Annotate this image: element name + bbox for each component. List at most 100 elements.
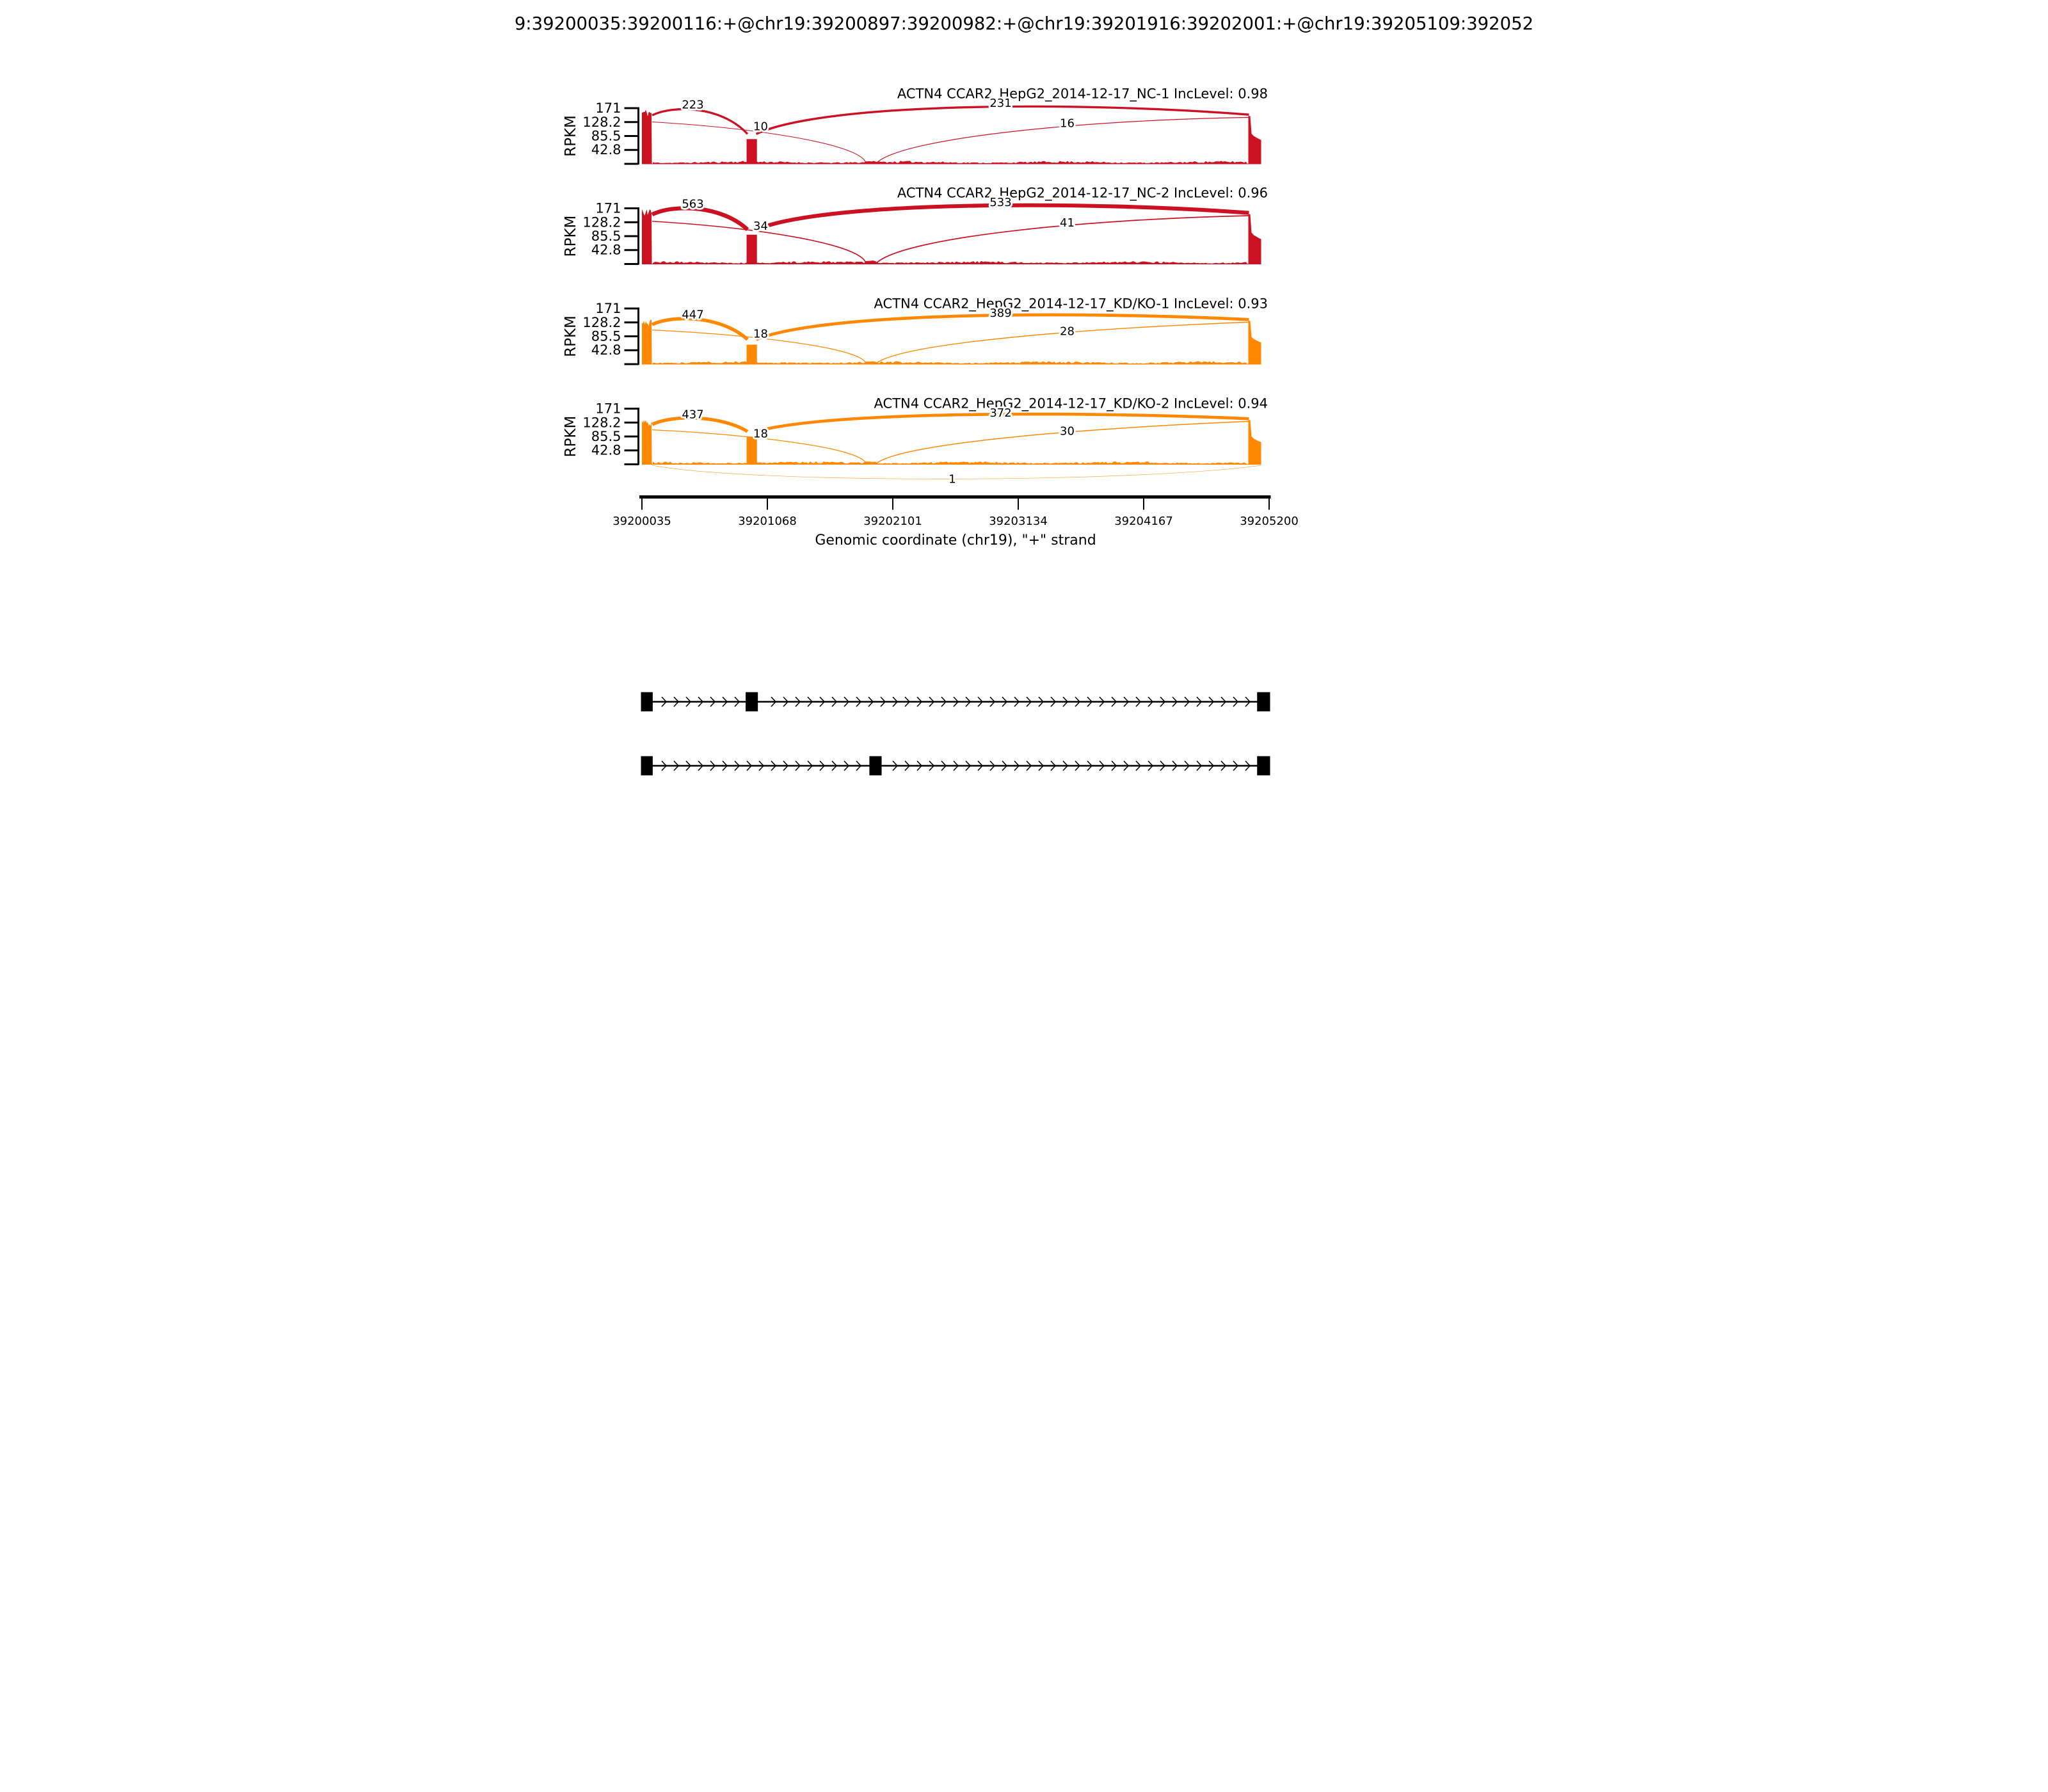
junction-arc-upstream-mxe1 <box>651 206 749 232</box>
coverage-mxe1-exon <box>746 139 757 164</box>
strand-arrow <box>673 696 680 707</box>
strand-arrow <box>916 760 923 771</box>
y-tick-label: 128.2 <box>582 415 621 430</box>
strand-arrow <box>698 760 704 771</box>
strand-arrow <box>1208 760 1215 771</box>
strand-arrow <box>758 760 765 771</box>
strand-arrow <box>1160 696 1166 707</box>
strand-arrow <box>673 760 680 771</box>
junction-count-mxe2-downstream: 41 <box>1060 216 1075 230</box>
strand-arrow <box>722 760 728 771</box>
strand-arrow <box>1002 696 1008 707</box>
junction-arc-upstream-mxe2 <box>652 220 867 263</box>
strand-arrow <box>904 696 911 707</box>
transcript-models <box>641 692 1270 776</box>
strand-arrow <box>1148 760 1154 771</box>
strand-arrow <box>807 760 813 771</box>
junction-arc-mxe1-downstream <box>755 203 1249 232</box>
junction-arc-mxe1-downstream <box>755 313 1249 341</box>
coverage-downstream-exon <box>1248 116 1261 164</box>
junction-count-upstream-mxe2: 10 <box>753 120 768 133</box>
rpkm-axis-label: RPKM <box>563 316 579 357</box>
strand-arrow <box>722 696 728 707</box>
junction-arc-mxe2-downstream <box>876 116 1249 163</box>
exon-block-3 <box>1257 756 1270 776</box>
coverage-mxe1-exon <box>746 344 757 364</box>
exon-block-3 <box>1257 692 1270 712</box>
strand-arrow <box>1233 696 1239 707</box>
junction-arc-mxe1-downstream <box>755 105 1249 135</box>
coverage-mxe1-exon <box>746 234 757 264</box>
junction-count-mxe1-downstream: 231 <box>989 97 1011 110</box>
y-tick-label: 42.8 <box>591 243 621 258</box>
coverage-intron-noise <box>653 361 1247 364</box>
y-tick-label: 128.2 <box>582 214 621 230</box>
junction-arc-upstream-mxe2 <box>652 329 867 364</box>
x-tick-label: 39203134 <box>989 515 1048 528</box>
coverage-downstream-exon <box>1248 321 1261 364</box>
strand-arrow <box>783 696 789 707</box>
y-tick-label: 85.5 <box>591 329 621 344</box>
junction-arc-mxe2-downstream <box>876 420 1249 464</box>
strand-arrow <box>1196 760 1203 771</box>
strand-arrow <box>1062 760 1069 771</box>
strand-arrow <box>1026 760 1032 771</box>
strand-arrow <box>1038 760 1044 771</box>
rpkm-axis-label: RPKM <box>563 216 579 257</box>
strand-arrow <box>1123 760 1130 771</box>
strand-arrow <box>965 760 972 771</box>
strand-arrow <box>953 696 959 707</box>
strand-arrow <box>698 696 704 707</box>
strand-arrow <box>783 760 789 771</box>
strand-arrow <box>868 696 874 707</box>
strand-arrow <box>1172 760 1178 771</box>
strand-arrow <box>734 760 740 771</box>
track-title: ACTN4 CCAR2_HepG2_2014-12-17_KD/KO-2 Inc… <box>874 396 1268 412</box>
coverage-intron-noise <box>653 461 1247 465</box>
strand-arrow <box>953 760 959 771</box>
strand-arrow <box>1087 696 1093 707</box>
strand-arrow <box>904 760 911 771</box>
junction-count-upstream-mxe1: 223 <box>682 99 703 112</box>
strand-arrow <box>989 696 996 707</box>
strand-arrow <box>1196 696 1203 707</box>
strand-arrow <box>1014 760 1020 771</box>
coverage-intron-noise <box>653 161 1247 164</box>
y-tick-label: 128.2 <box>582 315 621 330</box>
strand-arrow <box>1050 696 1057 707</box>
strand-arrow <box>1099 696 1105 707</box>
junction-count-upstream-mxe2: 18 <box>753 427 768 440</box>
x-tick-label: 39205200 <box>1240 515 1299 528</box>
strand-arrow <box>807 696 813 707</box>
coverage-intron-noise <box>653 260 1247 264</box>
strand-arrow <box>685 760 692 771</box>
strand-arrow <box>734 696 740 707</box>
transcript-isoform-1 <box>641 692 1270 712</box>
exon-block-2 <box>869 756 882 776</box>
coverage-upstream-exon <box>642 109 652 164</box>
strand-arrow <box>831 760 838 771</box>
x-tick-label: 39201068 <box>738 515 797 528</box>
strand-arrow <box>856 760 862 771</box>
strand-arrow <box>941 696 947 707</box>
y-tick-label: 42.8 <box>591 443 621 458</box>
coverage-downstream-exon <box>1248 420 1261 465</box>
y-tick-label: 85.5 <box>591 129 621 144</box>
strand-arrow <box>1135 696 1142 707</box>
junction-count-upstream-downstream: 1 <box>948 473 956 486</box>
strand-arrow <box>1111 696 1117 707</box>
genomic-x-axis: 39200035 39201068 39202101 39203134 39204167… <box>612 495 1299 548</box>
strand-arrow <box>965 696 972 707</box>
strand-arrow <box>1245 760 1251 771</box>
track-title: ACTN4 CCAR2_HepG2_2014-12-17_KD/KO-1 Inc… <box>874 296 1268 312</box>
junction-count-upstream-mxe2: 18 <box>753 327 768 340</box>
y-tick-label: 171 <box>595 401 621 417</box>
strand-arrow <box>661 760 668 771</box>
strand-arrow <box>1075 760 1081 771</box>
strand-arrow <box>1135 760 1142 771</box>
junction-count-mxe2-downstream: 16 <box>1060 117 1075 131</box>
